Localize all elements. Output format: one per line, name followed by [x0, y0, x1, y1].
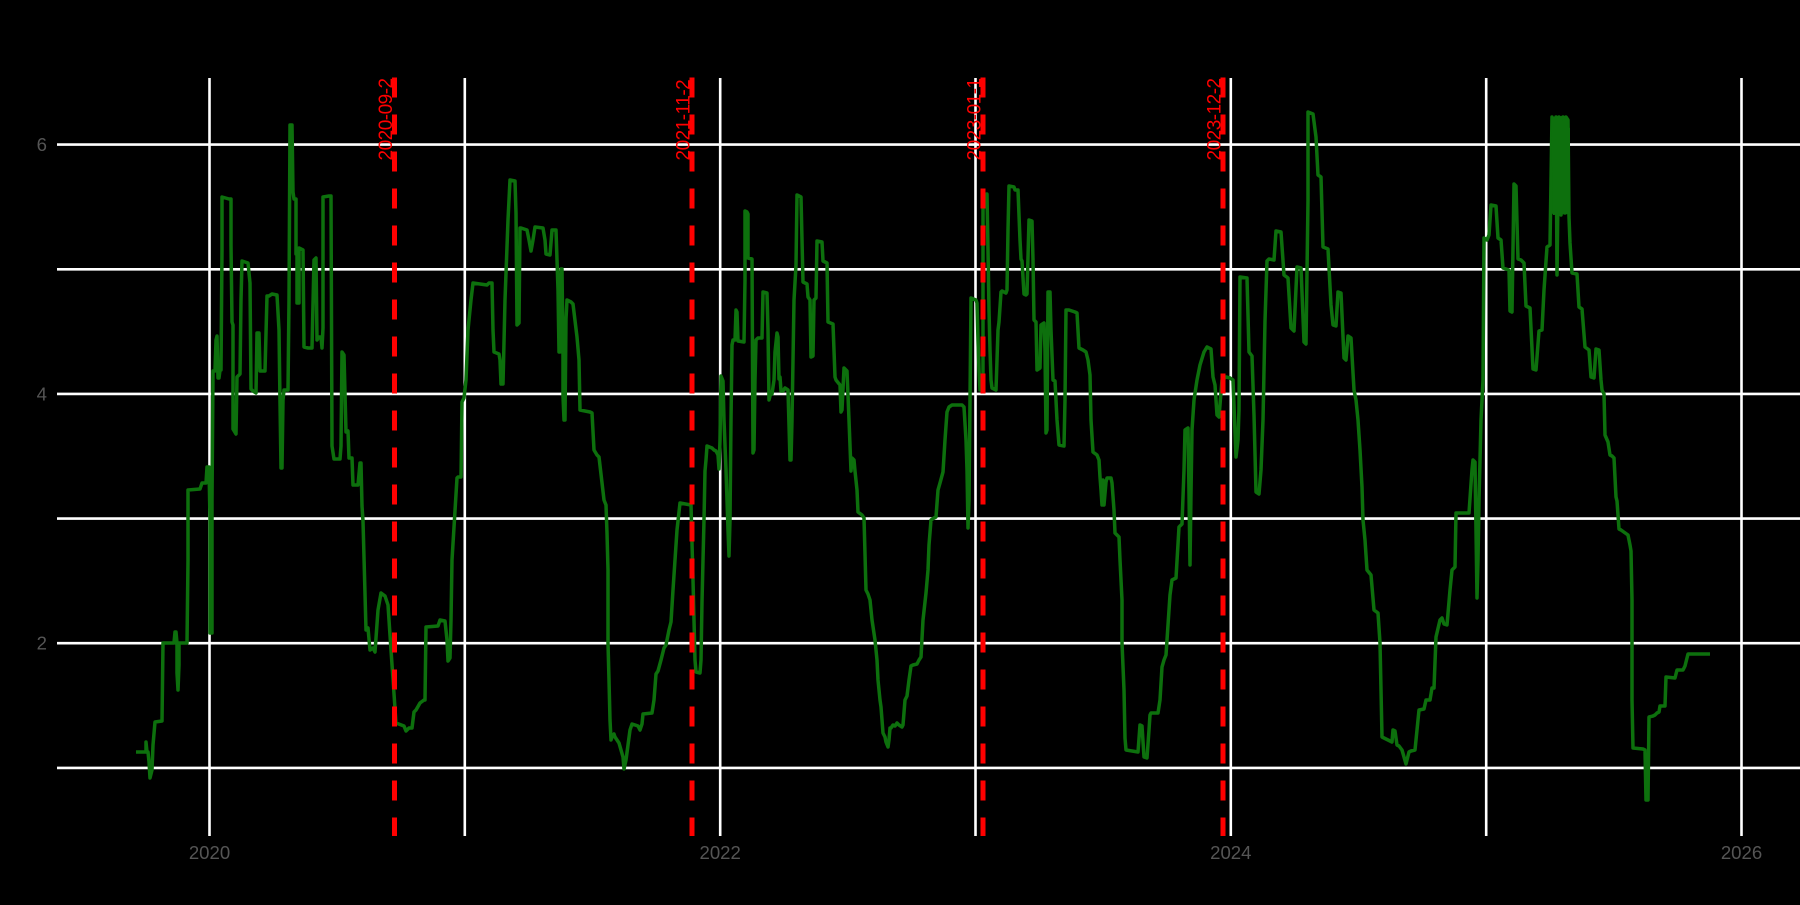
svg-text:2023-01-1: 2023-01-1 — [965, 78, 986, 160]
svg-text:2020-09-2: 2020-09-2 — [376, 78, 397, 160]
svg-text:2023-12-2: 2023-12-2 — [1205, 78, 1226, 160]
svg-text:6: 6 — [37, 134, 47, 155]
svg-text:2026: 2026 — [1721, 842, 1762, 863]
svg-text:2021-11-2: 2021-11-2 — [674, 80, 695, 161]
svg-text:4: 4 — [37, 383, 47, 404]
svg-text:2020: 2020 — [189, 842, 230, 863]
svg-text:2: 2 — [37, 633, 47, 654]
svg-text:2024: 2024 — [1210, 842, 1251, 863]
svg-text:2022: 2022 — [700, 842, 741, 863]
